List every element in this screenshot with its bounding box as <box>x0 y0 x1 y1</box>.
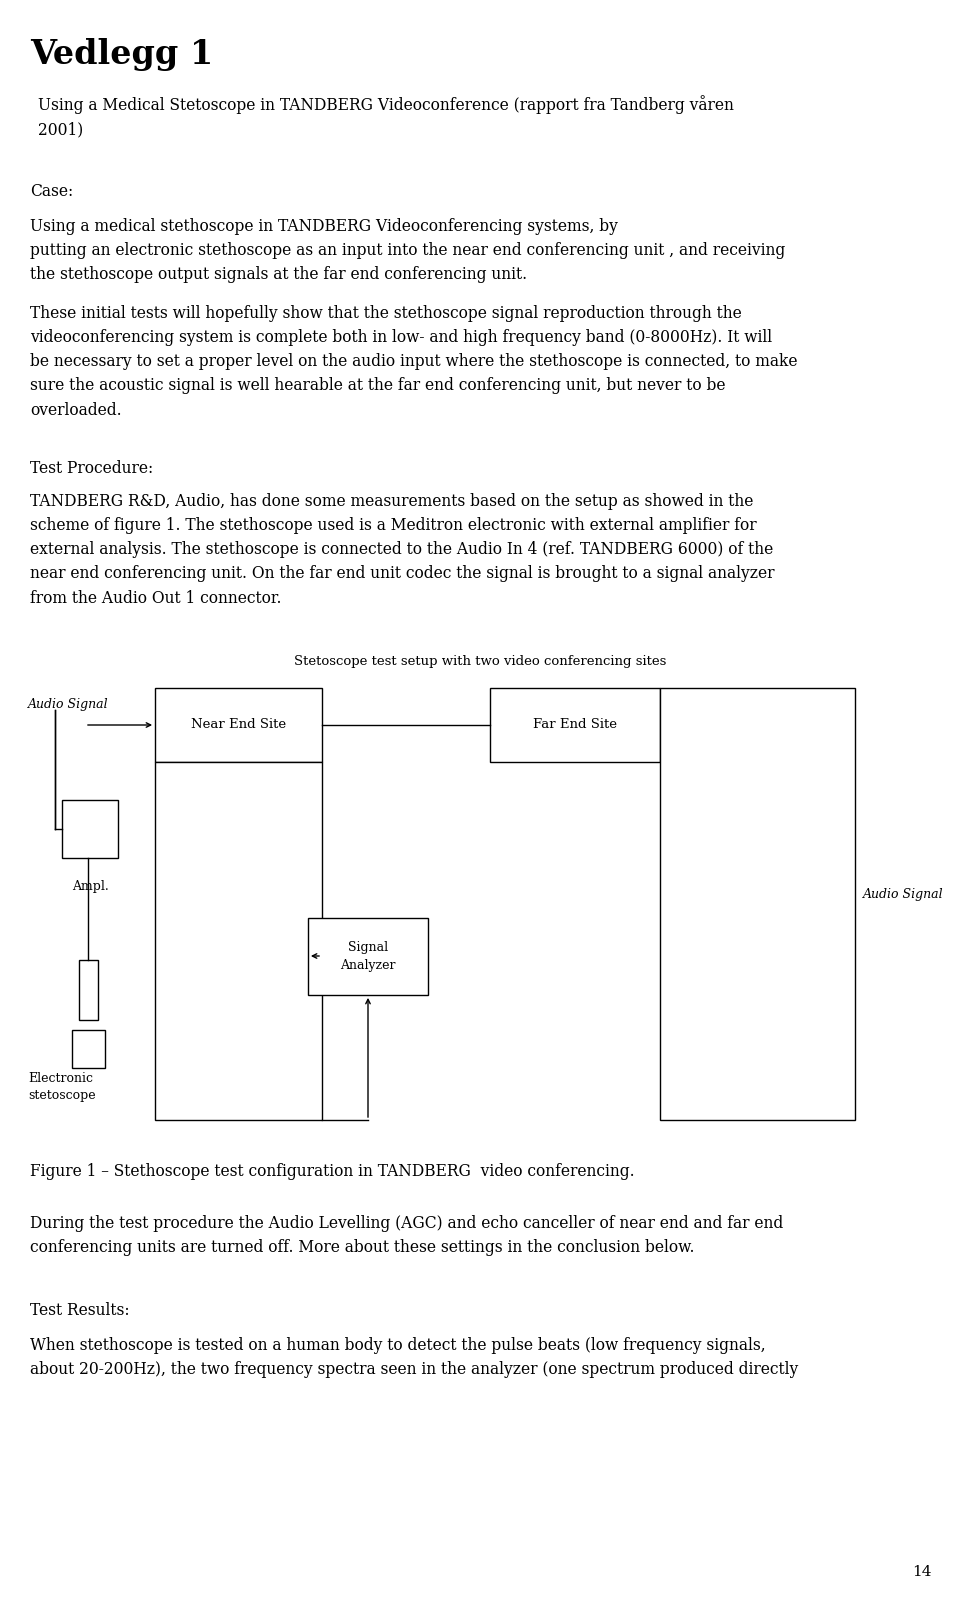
Text: Test Results:: Test Results: <box>30 1302 130 1319</box>
Bar <box>62 800 118 858</box>
Text: 14: 14 <box>913 1565 932 1579</box>
Text: Stetoscope test setup with two video conferencing sites: Stetoscope test setup with two video con… <box>294 655 666 668</box>
Text: Using a Medical Stetoscope in TANDBERG Videoconference (rapport fra Tandberg vår: Using a Medical Stetoscope in TANDBERG V… <box>38 94 733 137</box>
Text: Test Procedure:: Test Procedure: <box>30 460 154 478</box>
Bar <box>660 688 855 1119</box>
Text: During the test procedure the Audio Levelling (AGC) and echo canceller of near e: During the test procedure the Audio Leve… <box>30 1215 783 1257</box>
Text: Far End Site: Far End Site <box>533 719 617 731</box>
Bar <box>155 762 322 1119</box>
Text: Figure 1 – Stethoscope test configuration in TANDBERG  video conferencing.: Figure 1 – Stethoscope test configuratio… <box>30 1163 635 1180</box>
Text: These initial tests will hopefully show that the stethoscope signal reproduction: These initial tests will hopefully show … <box>30 305 798 418</box>
Text: Audio Signal: Audio Signal <box>863 888 944 901</box>
Text: Ampl.: Ampl. <box>72 880 108 893</box>
Bar <box>308 918 428 995</box>
Text: Vedlegg 1: Vedlegg 1 <box>30 38 213 70</box>
Text: Near End Site: Near End Site <box>191 719 286 731</box>
Text: Signal
Analyzer: Signal Analyzer <box>340 942 396 971</box>
Bar <box>490 688 660 762</box>
Text: Case:: Case: <box>30 184 73 200</box>
Bar <box>155 688 322 762</box>
Bar <box>79 960 98 1020</box>
Text: Electronic
stetoscope: Electronic stetoscope <box>28 1072 96 1102</box>
Text: Using a medical stethoscope in TANDBERG Videoconferencing systems, by
putting an: Using a medical stethoscope in TANDBERG … <box>30 219 785 283</box>
Bar <box>72 1030 105 1068</box>
Text: When stethoscope is tested on a human body to detect the pulse beats (low freque: When stethoscope is tested on a human bo… <box>30 1337 799 1378</box>
Text: Audio Signal: Audio Signal <box>28 698 108 711</box>
Text: TANDBERG R&D, Audio, has done some measurements based on the setup as showed in : TANDBERG R&D, Audio, has done some measu… <box>30 493 775 607</box>
